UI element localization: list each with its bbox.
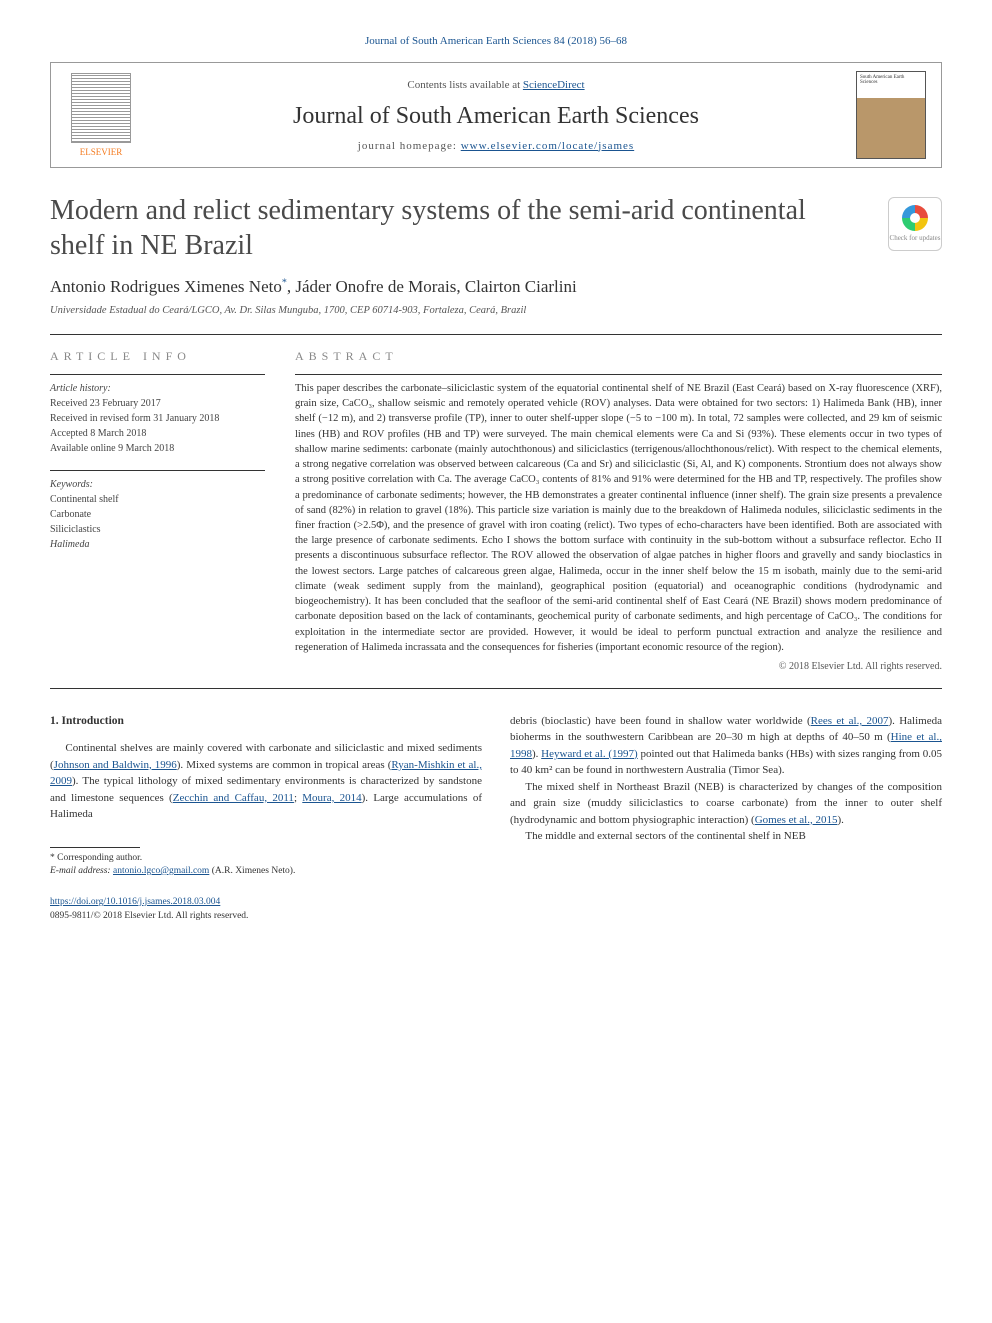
citation-link[interactable]: Gomes et al., 2015 <box>755 814 838 826</box>
article-history: Article history: Received 23 February 20… <box>50 374 265 456</box>
homepage-prefix: journal homepage: <box>358 140 461 152</box>
intro-paragraph: debris (bioclastic) have been found in s… <box>510 713 942 779</box>
homepage-link[interactable]: www.elsevier.com/locate/jsames <box>461 140 634 152</box>
cover-label: South American Earth Sciences <box>860 75 904 85</box>
citation-link[interactable]: Heyward et al. (1997) <box>541 748 638 760</box>
footer-block: https://doi.org/10.1016/j.jsames.2018.03… <box>50 896 482 923</box>
publisher-name: ELSEVIER <box>80 147 123 157</box>
journal-header: ELSEVIER Contents lists available at Sci… <box>50 62 942 168</box>
article-info-heading: ARTICLE INFO <box>50 349 265 364</box>
crossmark-label: Check for updates <box>890 234 941 243</box>
corresponding-author-note: * Corresponding author. <box>50 852 482 865</box>
history-accepted: Accepted 8 March 2018 <box>50 428 146 439</box>
keywords-label: Keywords: <box>50 477 265 492</box>
journal-name: Journal of South American Earth Sciences <box>166 103 826 130</box>
contents-line: Contents lists available at ScienceDirec… <box>166 79 826 91</box>
article-title: Modern and relict sedimentary systems of… <box>50 193 942 263</box>
keywords-block: Keywords: Continental shelf Carbonate Si… <box>50 470 265 552</box>
crossmark-badge[interactable]: Check for updates <box>888 197 942 251</box>
email-label: E-mail address: <box>50 866 113 876</box>
citation-link[interactable]: Zecchin and Caffau, 2011 <box>173 792 294 804</box>
citation-link[interactable]: Rees et al., 2007 <box>811 715 889 727</box>
citation-link[interactable]: Moura, 2014 <box>302 792 361 804</box>
publisher-logo: ELSEVIER <box>51 63 151 167</box>
abstract-heading: ABSTRACT <box>295 349 942 364</box>
history-online: Available online 9 March 2018 <box>50 443 174 454</box>
authors-line: Antonio Rodrigues Ximenes Neto*, Jáder O… <box>50 277 942 297</box>
history-revised: Received in revised form 31 January 2018 <box>50 413 219 424</box>
text-run: debris (bioclastic) have been found in s… <box>510 715 811 727</box>
author-email-link[interactable]: antonio.lgco@gmail.com <box>113 866 209 876</box>
journal-citation: Journal of South American Earth Sciences… <box>50 35 942 47</box>
text-run: ). <box>532 748 541 760</box>
text-run: The mixed shelf in Northeast Brazil (NEB… <box>510 781 942 826</box>
affiliation: Universidade Estadual do Ceará/LGCO, Av.… <box>50 305 942 316</box>
intro-heading: 1. Introduction <box>50 713 482 730</box>
citation-link[interactable]: Johnson and Baldwin, 1996 <box>54 759 177 771</box>
history-received: Received 23 February 2017 <box>50 398 161 409</box>
elsevier-tree-icon <box>71 73 131 143</box>
journal-cover: South American Earth Sciences <box>841 63 941 167</box>
contents-prefix: Contents lists available at <box>407 79 522 91</box>
email-suffix: (A.R. Ximenes Neto). <box>209 866 295 876</box>
text-run: ). Mixed systems are common in tropical … <box>177 759 392 771</box>
doi-link[interactable]: https://doi.org/10.1016/j.jsames.2018.03… <box>50 897 220 907</box>
keyword: Siliciclastics <box>50 524 101 535</box>
body-column-right: debris (bioclastic) have been found in s… <box>510 713 942 923</box>
abstract-copyright: © 2018 Elsevier Ltd. All rights reserved… <box>295 661 942 672</box>
homepage-line: journal homepage: www.elsevier.com/locat… <box>166 140 826 152</box>
intro-paragraph: Continental shelves are mainly covered w… <box>50 740 482 823</box>
keyword: Continental shelf <box>50 494 119 505</box>
keyword: Halimeda <box>50 539 89 550</box>
issn-line: 0895-9811/© 2018 Elsevier Ltd. All right… <box>50 911 248 921</box>
abstract-text: This paper describes the carbonate–silic… <box>295 374 942 655</box>
article-info-column: ARTICLE INFO Article history: Received 2… <box>50 349 265 672</box>
intro-paragraph: The mixed shelf in Northeast Brazil (NEB… <box>510 779 942 829</box>
keyword: Carbonate <box>50 509 91 520</box>
history-label: Article history: <box>50 381 265 396</box>
body-column-left: 1. Introduction Continental shelves are … <box>50 713 482 923</box>
sciencedirect-link[interactable]: ScienceDirect <box>523 79 585 91</box>
title-text: Modern and relict sedimentary systems of… <box>50 195 806 261</box>
intro-paragraph: The middle and external sectors of the c… <box>510 828 942 845</box>
footnotes: * Corresponding author. E-mail address: … <box>50 852 482 879</box>
abstract-column: ABSTRACT This paper describes the carbon… <box>295 349 942 672</box>
text-run: ). <box>837 814 843 826</box>
crossmark-icon <box>902 205 928 231</box>
